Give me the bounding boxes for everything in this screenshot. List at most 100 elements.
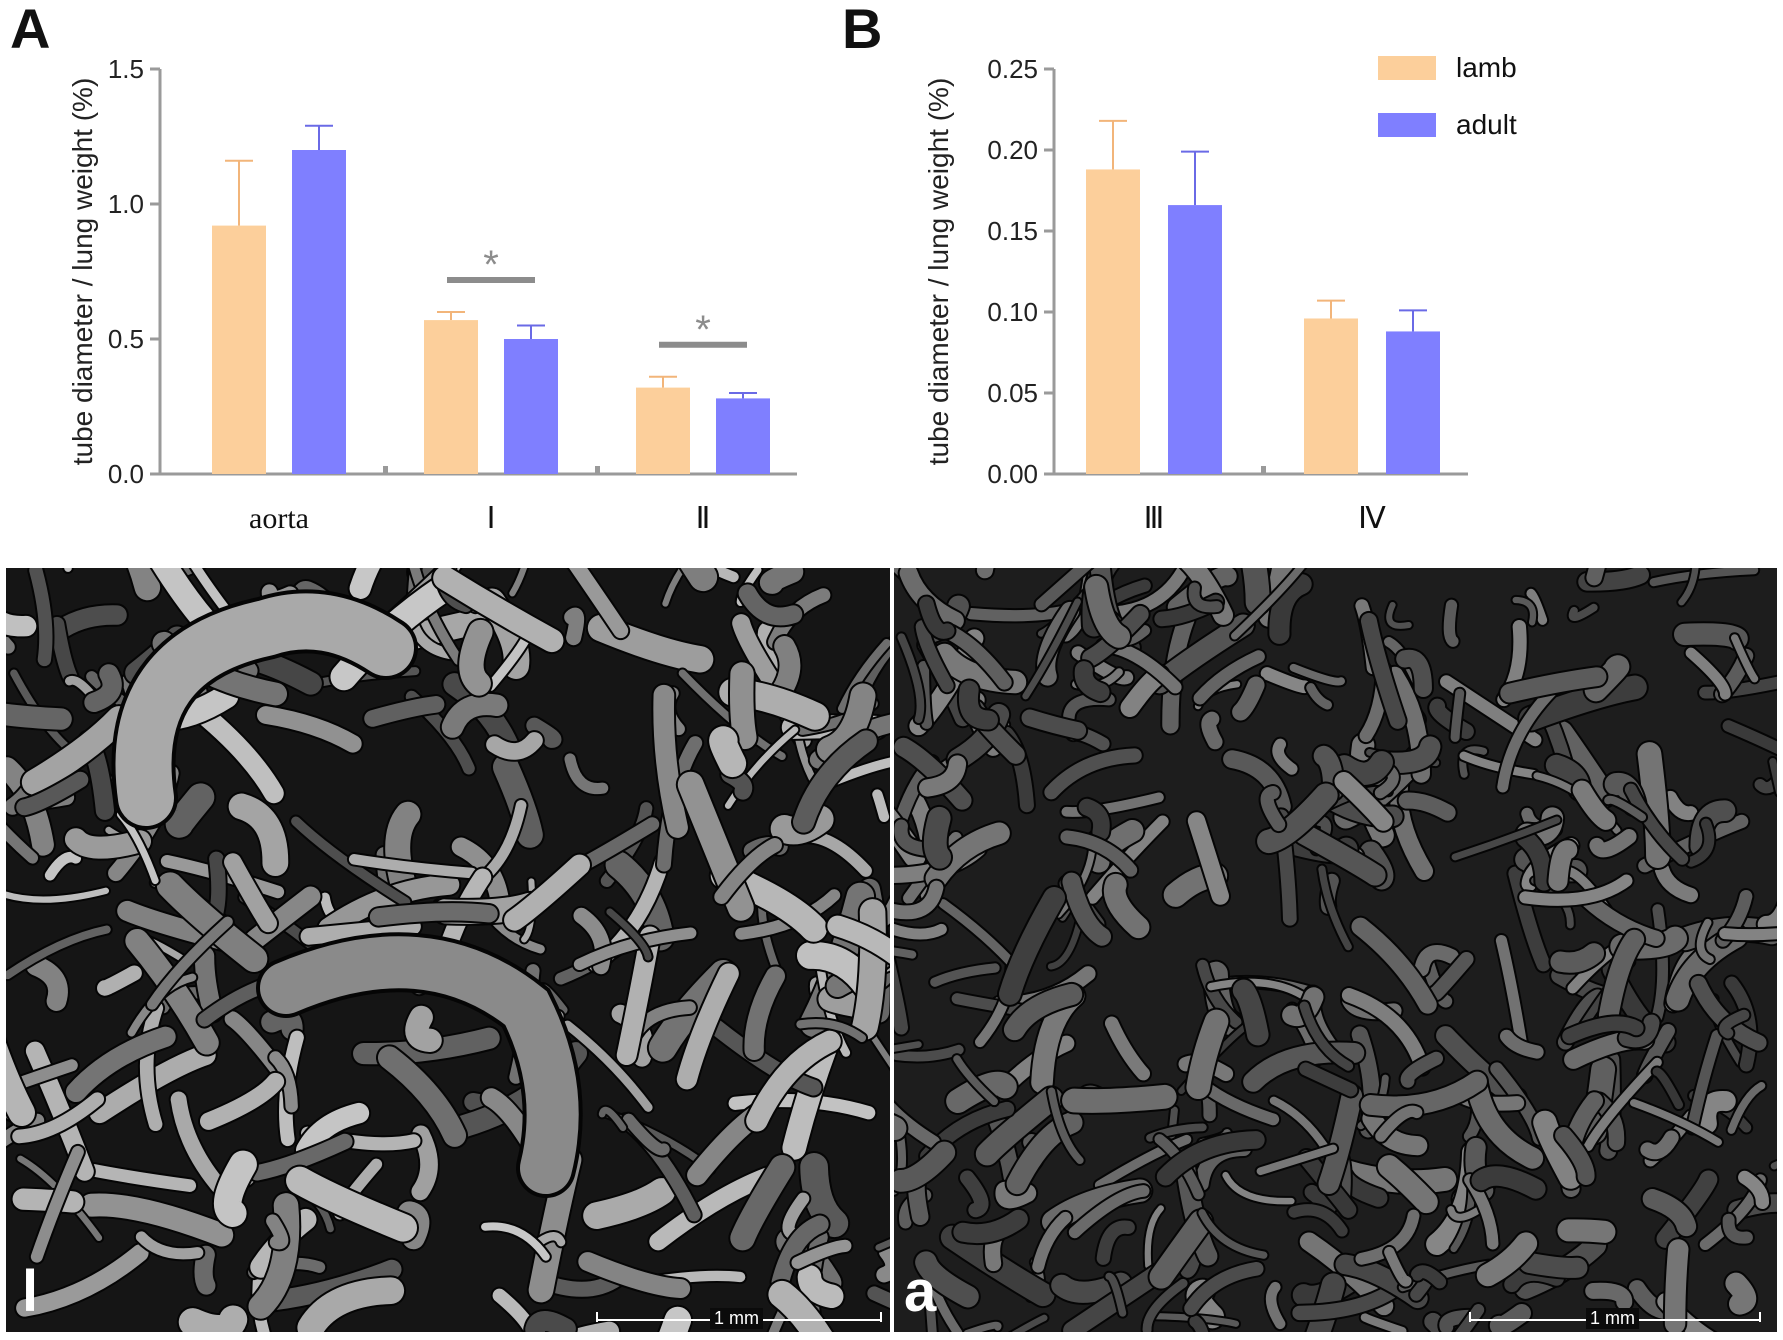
y-tick-label: 0.25 [987,54,1038,84]
vessel-segment [852,899,886,1040]
vessel-segment [1738,1170,1770,1210]
vessel-segment [6,613,37,637]
vessel-segment [1508,866,1551,972]
vessel-segment [894,1041,922,1052]
vessel-segment [1562,1016,1644,1044]
vessel-segment [1318,1085,1363,1195]
vessel-segment [1265,1281,1286,1330]
vessel-segment [1260,667,1311,694]
vessel-segment [97,965,142,996]
vessel-segment [194,946,223,1022]
vessel-segment [525,1311,576,1332]
vessel-segment [606,908,652,961]
vessel-segment [1047,919,1083,970]
vessel-segment [925,1299,937,1332]
vessel-segment [1223,750,1291,816]
vessel-segment [291,816,411,907]
vessel-segment [919,755,967,797]
vessel-segment [156,872,268,972]
y-tick-label: 0.0 [108,459,144,489]
vessel-segment [1696,918,1714,964]
vessel-segment [995,1181,1037,1209]
vessel-segment [1604,795,1647,822]
vessel-segment [377,1046,467,1147]
vessel-segment [1414,945,1459,977]
vessel-segment [1696,1091,1736,1134]
vessel-segment [1411,1265,1447,1289]
vessel-segment [89,1044,216,1124]
vessel-segment [1256,1144,1338,1176]
vessel-segment [709,726,747,778]
significance-asterisk: * [695,308,711,352]
vessel-segment [1466,1074,1544,1169]
vessel-segment [152,568,218,634]
vessel-segment [1451,816,1561,861]
large-vessel [260,936,579,1194]
vessel-segment [269,1051,298,1113]
vascular-cast-micrograph-adult [894,568,1777,1332]
vessel-segment [564,607,585,646]
vessel-segment [1664,1239,1689,1332]
vessel-segment [64,828,151,859]
vessel-segment [1355,1209,1420,1265]
image-corner-label-lamb: l [22,1259,39,1324]
image-corner-label-adult: a [904,1259,937,1324]
significance-asterisk: * [483,243,499,287]
vessel-segment [1459,751,1538,779]
vessel-segment [526,717,562,748]
vessel-segment [1651,904,1668,1023]
vessel-segment [1519,874,1633,906]
bar-charts-figure: A B 0.0 0.5 1.0 1.5 tube diameter / lung wei… [10,0,1517,535]
y-tick-label: 0.20 [987,135,1038,165]
bar-lamb [636,387,690,474]
vessel-segment [1727,1081,1766,1134]
vessel-segment [1103,873,1150,939]
vessel-segment [16,771,89,816]
vessel-segment [213,1150,257,1227]
chart-b: 0.00 0.05 0.10 0.15 0.20 0.25 tube diameter / … [923,54,1468,535]
vessel-segment [738,584,803,626]
vessel-segment [1289,663,1345,686]
vessel-segment [1450,688,1465,742]
vessel-segment [598,1106,627,1132]
vessel-segment [732,614,787,699]
sem-image-adult: a 1 mm [894,568,1777,1332]
vessel-segment [65,1026,176,1103]
vessel-segment [1428,952,1474,1001]
vessel-segment [1360,1313,1407,1332]
vessel-segment [1548,840,1578,891]
vessel-segment [194,1245,216,1295]
vessel-segment [492,1288,539,1332]
vessel-segment [1550,943,1605,973]
vessel-segment [1512,596,1537,626]
bar-lamb [424,320,478,474]
vessel-segment [6,1042,35,1127]
vessel-segment [224,853,277,933]
vessel-segment [915,620,954,693]
vessel-segment [1306,1273,1345,1332]
y-tick-label: 1.5 [108,54,144,84]
vessel-segment [771,1215,829,1291]
vessel-segment [509,568,528,597]
bar-adult [292,150,346,474]
x-tick-label: Ⅲ [1144,502,1165,535]
vessel-segment [165,783,215,838]
vessel-segment [953,1209,1028,1244]
vessel-segment [1374,765,1399,799]
vessel-segment [998,887,1066,1005]
vessel-segment [411,1125,438,1201]
vessel-segment [894,880,944,920]
vessel-segment [348,854,477,879]
vessel-segment [1078,798,1110,841]
vessel-segment [897,633,925,724]
vessel-segment [1306,683,1332,710]
vessel-segment [1642,1189,1697,1237]
vessel-segment [876,1244,890,1283]
bar-lamb [212,225,266,474]
vessel-segment [894,1115,907,1141]
vessel-segment [44,851,82,881]
vessel-segment [578,1252,691,1299]
vessel-segment [1299,1062,1358,1097]
vessel-segment [256,706,362,753]
vessel-segment [12,1092,105,1144]
